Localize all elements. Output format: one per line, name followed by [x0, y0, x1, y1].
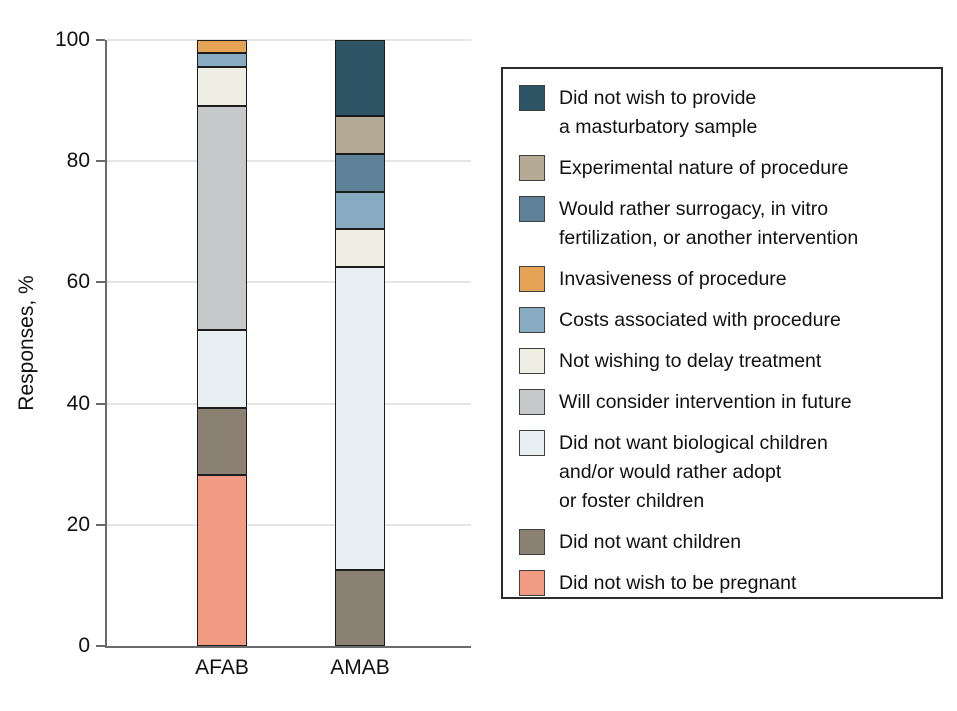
bar-segment — [335, 192, 385, 229]
legend-swatch-icon — [519, 430, 545, 456]
legend-item: Did not wish to provide a masturbatory s… — [519, 84, 925, 142]
y-tick-label: 20 — [66, 512, 90, 536]
y-tick-label: 100 — [54, 28, 90, 51]
legend-item: Invasiveness of procedure — [519, 265, 925, 294]
x-axis-line — [105, 646, 471, 648]
y-tick-label: 40 — [66, 391, 90, 415]
gridline-20 — [107, 523, 471, 526]
x-tick-label-afab: AFAB — [195, 656, 249, 679]
gridline-60 — [107, 281, 471, 284]
legend-item-label: Did not wish to be pregnant — [559, 572, 797, 594]
legend-box: Did not wish to provide a masturbatory s… — [501, 67, 943, 599]
legend-item: Experimental nature of procedure — [519, 154, 925, 183]
legend-swatch-icon — [519, 85, 545, 111]
bar-segment — [335, 267, 385, 570]
bar-segment — [335, 229, 385, 267]
legend-item: Did not want children — [519, 528, 925, 557]
legend-swatch-icon — [519, 196, 545, 222]
legend-item-label: Would rather surrogacy, in vitro fertili… — [559, 198, 859, 249]
legend-swatch-icon — [519, 570, 545, 596]
legend-item: Did not wish to be pregnant — [519, 569, 925, 598]
bar-segment — [197, 40, 247, 53]
legend-swatch-icon — [519, 529, 545, 555]
bar-segment — [197, 67, 247, 106]
legend-swatch-icon — [519, 307, 545, 333]
bar-segment — [197, 330, 247, 408]
bar-segment — [335, 570, 385, 646]
legend-item-label: Not wishing to delay treatment — [559, 350, 822, 372]
y-tick-label: 80 — [66, 149, 90, 173]
legend-swatch-icon — [519, 389, 545, 415]
legend-item: Did not want biological children and/or … — [519, 429, 925, 516]
legend-item-label: Will consider intervention in future — [559, 391, 852, 413]
bar-segment — [197, 106, 247, 330]
plot-area — [105, 39, 471, 648]
legend-item: Will consider intervention in future — [519, 388, 925, 417]
gridline-40 — [107, 402, 471, 405]
bar-segment — [335, 116, 385, 154]
y-tick — [96, 402, 105, 405]
legend-swatch-icon — [519, 348, 545, 374]
gridline-100 — [107, 39, 471, 41]
bar-segment — [335, 154, 385, 192]
y-tick — [96, 39, 105, 41]
legend-item-label: Did not want biological children and/or … — [559, 432, 828, 512]
y-tick — [96, 160, 105, 163]
legend-item: Costs associated with procedure — [519, 306, 925, 335]
y-tick-label: 60 — [66, 270, 90, 294]
y-tick — [96, 281, 105, 284]
legend-item-label: Did not want children — [559, 531, 742, 553]
gridline-80 — [107, 160, 471, 163]
y-tick — [96, 523, 105, 526]
bar-segment — [197, 53, 247, 67]
bar-segment — [197, 475, 247, 646]
y-tick — [96, 645, 105, 647]
bar-segment — [197, 408, 247, 475]
legend-swatch-icon — [519, 155, 545, 181]
y-tick-label: 0 — [78, 634, 90, 657]
y-axis-line — [105, 40, 107, 646]
legend-swatch-icon — [519, 266, 545, 292]
legend-item-label: Invasiveness of procedure — [559, 268, 787, 290]
legend-item: Not wishing to delay treatment — [519, 347, 925, 376]
bar-segment — [335, 40, 385, 116]
legend-item: Would rather surrogacy, in vitro fertili… — [519, 195, 925, 253]
x-tick-label-amab: AMAB — [330, 656, 390, 679]
legend-item-label: Costs associated with procedure — [559, 309, 841, 331]
legend-item-label: Did not wish to provide a masturbatory s… — [559, 87, 758, 138]
legend-item-label: Experimental nature of procedure — [559, 157, 849, 179]
